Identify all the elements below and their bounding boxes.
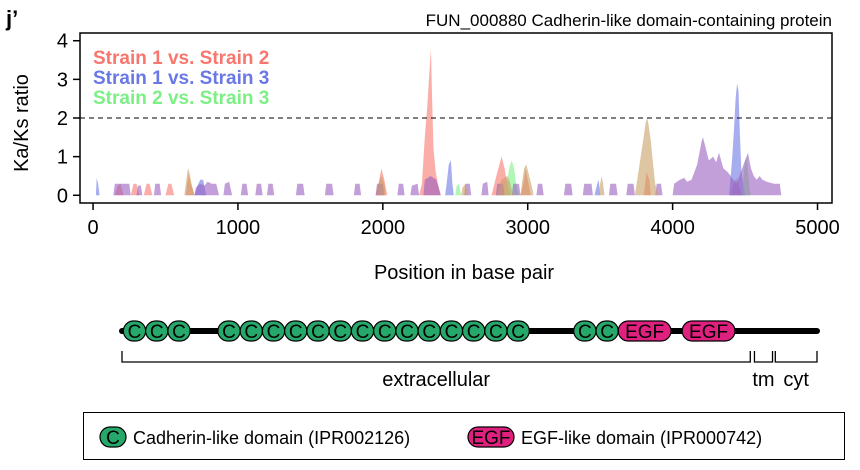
y-tick-label: 3: [57, 69, 68, 91]
egf-domain-label: EGF: [689, 322, 728, 343]
cadherin-legend-text: Cadherin-like domain (IPR002126): [133, 428, 410, 448]
cadherin-domain-label: C: [578, 322, 592, 343]
cadherin-legend-symbol-label: C: [106, 428, 120, 449]
cadherin-domain-label: C: [267, 322, 281, 343]
cadherin-domain-label: C: [511, 322, 525, 343]
y-tick-label: 2: [57, 108, 68, 130]
cadherin-domain: [167, 320, 191, 342]
domain-legend-items: C Cadherin-like domain (IPR002126) EGF EGF-…: [99, 426, 762, 449]
x-tick-label: 1000: [216, 217, 261, 239]
cadherin-domain-label: C: [222, 322, 236, 343]
x-tick-label: 4000: [650, 217, 695, 239]
x-tick-label: 3000: [505, 217, 550, 239]
y-axis: 0 1 2 3 4: [57, 31, 80, 207]
egf-legend-text: EGF-like domain (IPR000742): [521, 428, 762, 448]
chart-title: FUN_000880 Cadherin-like domain-containi…: [426, 11, 832, 30]
y-axis-label: Ka/Ks ratio: [11, 74, 33, 172]
egf-domain: [681, 320, 736, 342]
egf-legend-symbol: [467, 426, 515, 448]
y-tick-label: 0: [57, 185, 68, 207]
region-label: tm: [752, 369, 774, 391]
legend-entry: Strain 1 vs. Strain 3: [93, 68, 269, 89]
cadherin-domain-label: C: [311, 322, 325, 343]
cadherin-domain-label: C: [289, 322, 303, 343]
cadherin-domain-label: C: [172, 322, 186, 343]
cadherin-domain-label: C: [378, 322, 392, 343]
cadherin-domain-label: C: [489, 322, 503, 343]
panel-label: j’: [5, 6, 18, 31]
egf-domain-label: EGF: [625, 322, 664, 343]
region-label: extracellular: [382, 369, 490, 391]
legend-entry: Strain 1 vs. Strain 2: [93, 48, 269, 69]
cadherin-domain-label: C: [150, 322, 164, 343]
domain-diagram: C C C C C C C C C C C C C C C C C C C EGF EGF: [119, 320, 820, 343]
legend-entry: Strain 2 vs. Strain 3: [93, 88, 269, 109]
region-bracket: [121, 351, 751, 363]
cadherin-domain-label: C: [128, 322, 142, 343]
y-tick-label: 1: [57, 147, 68, 169]
cadherin-domain-label: C: [467, 322, 481, 343]
cadherin-domain-label: C: [445, 322, 459, 343]
cadherin-domain-label: C: [356, 322, 370, 343]
cadherin-domain-label: C: [244, 322, 258, 343]
cadherin-legend-symbol: [99, 426, 127, 448]
cadherin-domain-label: C: [600, 322, 614, 343]
x-tick-label: 0: [87, 217, 98, 239]
cadherin-domain-label: C: [400, 322, 414, 343]
x-tick-label: 2000: [361, 217, 406, 239]
cadherin-domain-label: C: [333, 322, 347, 343]
x-tick-label: 5000: [795, 217, 840, 239]
cadherin-domain-label: C: [422, 322, 436, 343]
series-area-4: [93, 137, 818, 196]
region-bracket: [753, 351, 774, 363]
x-axis: 0 1000 2000 3000 4000 5000: [87, 203, 840, 239]
region-label: cyt: [783, 369, 809, 391]
x-axis-label: Position in base pair: [374, 262, 554, 284]
egf-legend-symbol-label: EGF: [471, 428, 510, 449]
y-tick-label: 4: [57, 31, 68, 53]
region-bracket: [774, 351, 818, 363]
region-brackets: extracellular tm cyt: [121, 351, 818, 391]
domain-legend: [83, 412, 845, 460]
egf-domain: [617, 320, 672, 342]
cadherin-domain: [506, 320, 530, 342]
series-areas: [93, 48, 818, 196]
